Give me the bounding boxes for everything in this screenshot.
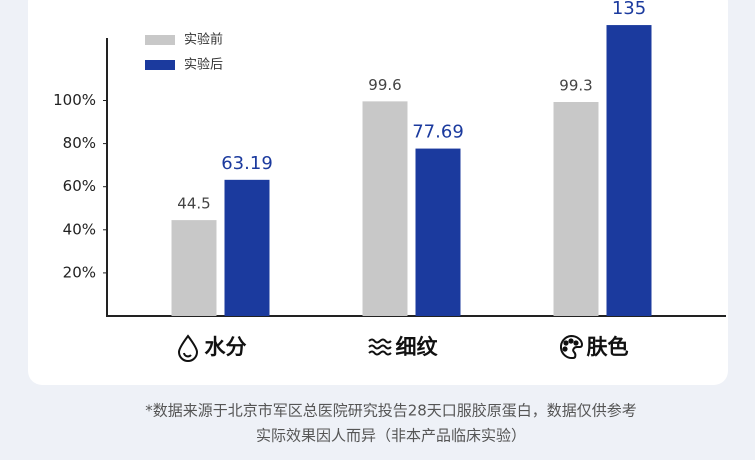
bar xyxy=(553,102,599,316)
legend-swatch xyxy=(145,35,175,45)
value-label: 44.5 xyxy=(177,195,210,213)
y-tick-label: 20% xyxy=(63,263,96,281)
y-tick-label: 80% xyxy=(63,134,96,152)
value-label: 99.3 xyxy=(559,77,592,95)
value-label: 135 xyxy=(612,0,646,19)
y-tick-label: 60% xyxy=(63,177,96,195)
x-tick-label: 细纹 xyxy=(396,335,439,359)
legend-label: 实验前 xyxy=(184,32,223,48)
bar xyxy=(171,220,217,316)
value-label: 63.19 xyxy=(221,153,273,174)
bar xyxy=(606,25,652,317)
bar xyxy=(362,101,408,316)
wrinkle-icon xyxy=(368,338,392,356)
water-icon xyxy=(177,334,199,362)
bar xyxy=(415,148,461,316)
bar xyxy=(224,179,270,316)
x-tick-label: 水分 xyxy=(205,335,247,359)
footnote: *数据来源于北京市军区总医院研究投告28天口服胶原蛋白，数据仅供参考 xyxy=(145,402,637,420)
x-tick-label: 肤色 xyxy=(587,335,629,359)
value-label: 77.69 xyxy=(412,122,464,143)
value-label: 99.6 xyxy=(368,76,401,94)
y-tick-label: 40% xyxy=(63,220,96,238)
legend-label: 实验后 xyxy=(184,57,223,73)
footnote: 实际效果因人而异（非本产品临床实验） xyxy=(256,427,526,445)
legend-swatch xyxy=(145,60,175,70)
palette-icon xyxy=(559,334,584,360)
y-tick-label: 100% xyxy=(53,91,96,109)
